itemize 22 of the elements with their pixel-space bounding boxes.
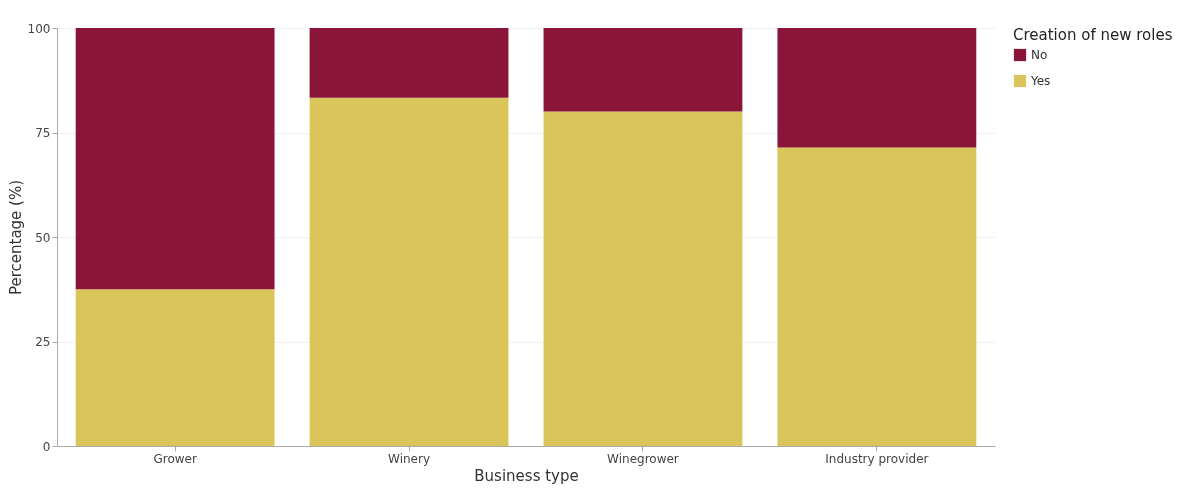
bar: [75, 289, 275, 446]
y-tick-label: 75: [35, 126, 51, 140]
bar: [309, 28, 509, 98]
bar: [777, 147, 977, 446]
bar: [777, 28, 977, 148]
bar: [543, 111, 743, 446]
x-tick-label: Winegrower: [607, 451, 679, 466]
bar: [75, 28, 275, 290]
bar: [309, 97, 509, 446]
x-tick-label: Winery: [388, 451, 431, 466]
y-tick-label: 100: [27, 21, 51, 36]
y-tick-label: 50: [35, 230, 51, 245]
y-axis-title: Percentage (%): [6, 179, 25, 296]
legend-label: Yes: [1030, 74, 1051, 88]
x-tick-label: Industry provider: [825, 451, 929, 466]
legend-title: Creation of new roles: [1013, 26, 1173, 44]
y-tick-label: 0: [42, 439, 51, 454]
y-tick-label: 25: [35, 335, 51, 349]
x-tick-label: Grower: [153, 451, 197, 466]
x-axis-title: Business type: [474, 466, 579, 485]
legend-label: No: [1031, 48, 1048, 62]
bar: [543, 28, 743, 112]
